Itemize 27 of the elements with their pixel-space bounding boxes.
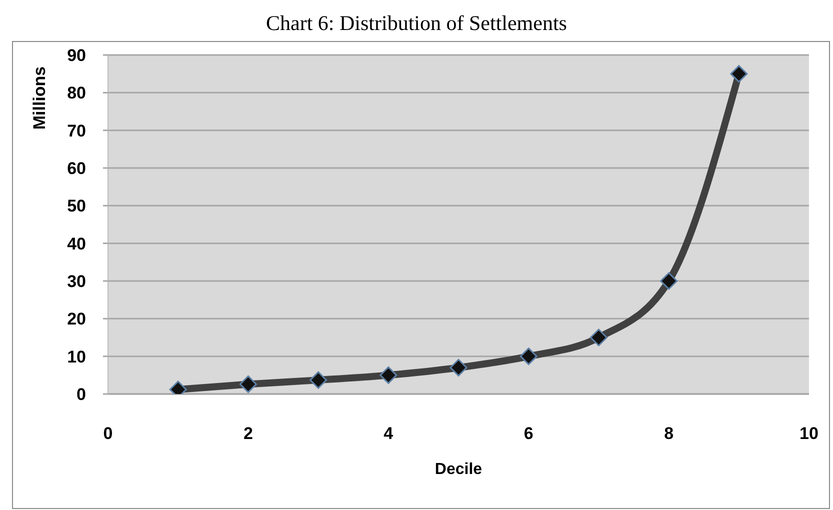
point — [450, 358, 468, 376]
y-tick-label: 90 — [67, 46, 86, 66]
x-tick-label: 10 — [800, 424, 818, 444]
x-tick-label: 6 — [524, 424, 534, 444]
y-tick-label: 60 — [67, 159, 86, 178]
y-tick-label: 50 — [67, 196, 86, 216]
x-axis-title: Decile — [434, 461, 482, 478]
y-tick-label: 80 — [67, 84, 86, 103]
y-tick-label: 30 — [67, 272, 86, 292]
point — [239, 375, 257, 393]
point — [520, 348, 538, 366]
point — [660, 272, 678, 290]
x-tick-label: 8 — [664, 424, 674, 444]
y-tick-label: 70 — [67, 121, 86, 140]
y-tick-label: 10 — [67, 347, 86, 366]
x-tick-label: 0 — [103, 424, 113, 444]
y-axis-title: Millions — [30, 66, 50, 130]
point — [380, 366, 398, 384]
y-tick-label: 40 — [67, 234, 86, 254]
point — [590, 328, 608, 346]
x-tick-label: 4 — [384, 424, 394, 444]
chart-title: Chart 6: Distribution of Settlements — [265, 10, 568, 36]
y-tick-label: 0 — [76, 385, 86, 404]
x-tick-label: 2 — [243, 424, 253, 444]
point — [310, 371, 328, 389]
point — [730, 65, 748, 83]
y-tick-label: 20 — [67, 310, 86, 329]
